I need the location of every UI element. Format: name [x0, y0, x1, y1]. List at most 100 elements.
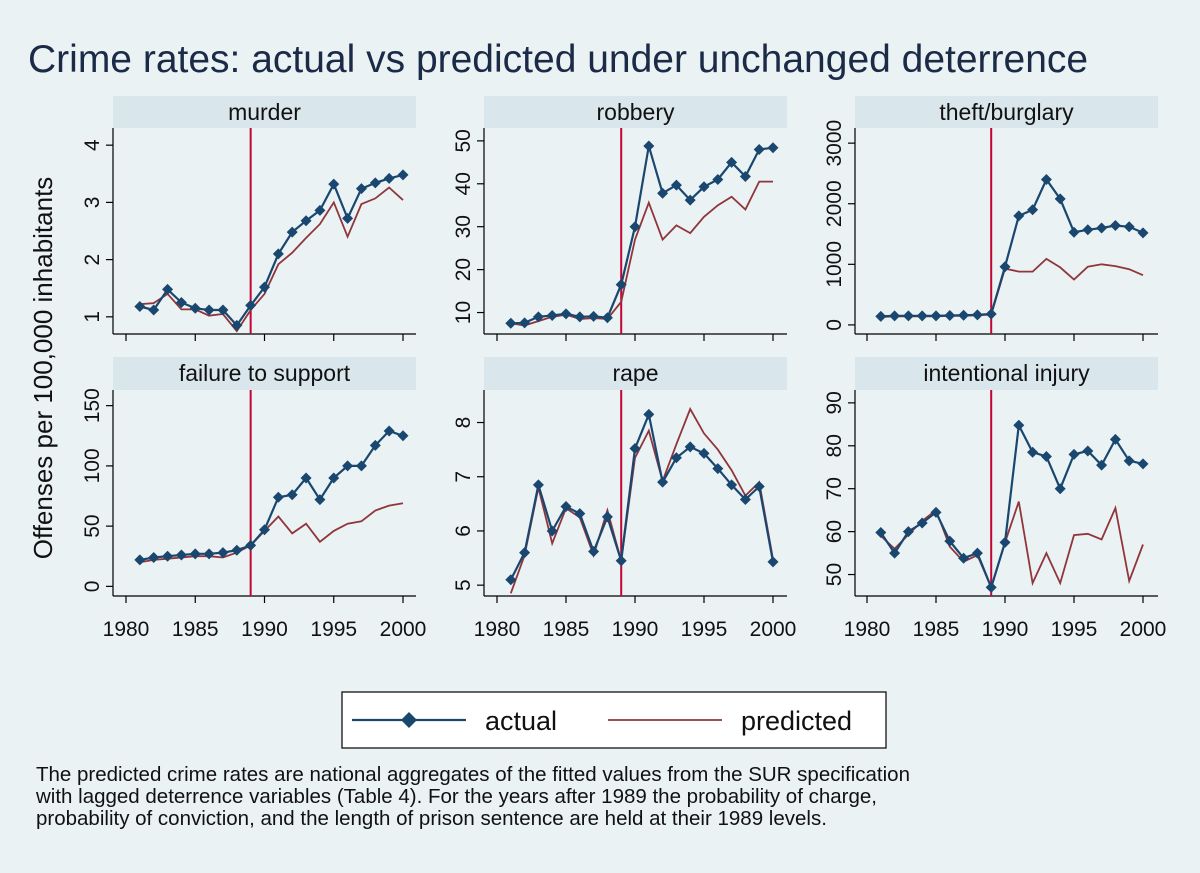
panel-strip — [484, 357, 787, 390]
actual-point — [245, 539, 257, 551]
footnote: The predicted crime rates are national a… — [36, 764, 1156, 830]
actual-point — [1068, 226, 1080, 238]
series-predicted — [510, 180, 773, 327]
y-axis-label: Offenses per 100,000 inhabitants — [28, 177, 58, 560]
actual-point — [397, 169, 409, 181]
actual-point — [767, 556, 779, 568]
panel-strip — [855, 357, 1158, 390]
actual-point — [272, 491, 284, 503]
actual-point — [985, 581, 997, 593]
actual-point — [629, 221, 641, 233]
actual-point — [930, 310, 942, 322]
actual-point — [1123, 455, 1135, 467]
actual-point — [684, 194, 696, 206]
actual-point — [958, 309, 970, 321]
series-predicted — [880, 501, 1144, 591]
actual-point — [1013, 210, 1025, 222]
actual-point — [999, 261, 1011, 273]
x-tick-label: 1985 — [913, 618, 960, 641]
x-tick-label: 2000 — [750, 618, 797, 641]
actual-point — [739, 494, 751, 506]
actual-point — [546, 525, 558, 537]
actual-point — [314, 204, 326, 216]
actual-point — [162, 550, 174, 562]
actual-point — [217, 304, 229, 316]
series-predicted — [139, 186, 404, 333]
actual-point — [148, 304, 160, 316]
y-tick-label: 0 — [823, 319, 846, 331]
actual-point — [231, 544, 243, 556]
panel-intentional-injury: intentional injury 50 60 70 80 90 1980 1985 1990… — [823, 357, 1166, 641]
actual-point — [1109, 220, 1121, 232]
x-tick-label: 2000 — [1120, 618, 1167, 641]
y-tick-label: 1000 — [823, 241, 846, 288]
actual-point — [1054, 193, 1066, 205]
x-tick-label: 1980 — [844, 618, 891, 641]
legend-actual-label: actual — [485, 706, 557, 736]
y-tick-label: 150 — [81, 388, 104, 423]
actual-point — [519, 317, 531, 329]
actual-point — [670, 179, 682, 191]
actual-point — [1137, 227, 1149, 239]
actual-point — [739, 170, 751, 182]
y-tick-label: 60 — [823, 520, 846, 543]
actual-point — [383, 172, 395, 184]
actual-point — [944, 310, 956, 322]
series-actual — [139, 429, 404, 561]
panel-title-robbery: robbery — [597, 99, 675, 125]
y-tick-label: 3000 — [823, 120, 846, 167]
actual-point — [1082, 445, 1094, 457]
x-tick-label: 1985 — [543, 618, 590, 641]
actual-point — [546, 310, 558, 322]
actual-point — [875, 526, 887, 538]
legend-actual-marker — [401, 712, 417, 728]
y-tick-label: 90 — [823, 391, 846, 414]
actual-point — [134, 301, 146, 313]
y-tick-label: 2 — [81, 254, 104, 266]
y-tick-label: 4 — [81, 139, 104, 151]
y-tick-label: 30 — [452, 215, 475, 238]
x-tick-label: 1995 — [310, 618, 357, 641]
panel-failure-to-support: failure to support 0 50 100 150 1980 1985 1990 1… — [81, 357, 426, 641]
series-actual — [510, 145, 774, 325]
x-tick-label: 1980 — [103, 618, 150, 641]
actual-point — [505, 574, 517, 586]
actual-point — [712, 174, 724, 185]
footnote-line-2: with lagged deterrence variables (Table … — [36, 785, 877, 808]
actual-point — [134, 554, 146, 566]
actual-point — [272, 248, 284, 260]
x-tick-label: 1990 — [241, 618, 288, 641]
actual-point — [532, 479, 544, 491]
actual-point — [958, 552, 970, 564]
actual-point — [203, 548, 215, 560]
y-tick-label: 50 — [452, 129, 475, 152]
actual-point — [519, 547, 531, 559]
actual-point — [985, 308, 997, 320]
actual-point — [369, 439, 381, 451]
actual-point — [574, 508, 586, 520]
panel-title-theft-burglary: theft/burglary — [939, 99, 1074, 125]
footnote-line-3: probability of conviction, and the lengt… — [36, 807, 827, 830]
series-actual — [509, 410, 775, 581]
actual-point — [314, 494, 326, 506]
series-predicted — [880, 257, 1144, 318]
actual-point — [286, 226, 298, 238]
actual-point — [1040, 174, 1052, 185]
actual-point — [328, 472, 340, 484]
x-tick-label: 1995 — [681, 618, 728, 641]
y-tick-label: 3 — [81, 197, 104, 209]
actual-point — [657, 476, 669, 488]
y-tick-label: 70 — [823, 477, 846, 500]
actual-point — [601, 312, 613, 324]
y-tick-label: 5 — [452, 579, 475, 591]
actual-point — [300, 472, 312, 484]
actual-point — [698, 447, 710, 459]
actual-point — [574, 311, 586, 323]
actual-point — [916, 517, 928, 529]
actual-point — [971, 309, 983, 321]
actual-point — [629, 443, 641, 455]
legend: actual predicted — [341, 691, 887, 749]
footnote-line-1: The predicted crime rates are national a… — [36, 763, 910, 786]
actual-point — [342, 212, 354, 224]
